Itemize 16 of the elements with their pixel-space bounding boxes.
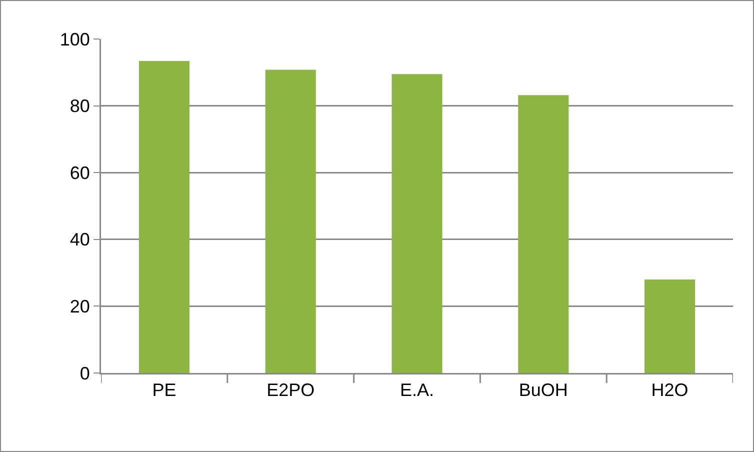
x-tick-label: E2PO (266, 380, 315, 400)
y-tick-label: 60 (70, 162, 90, 183)
x-tick-label: BuOH (518, 380, 568, 400)
y-tick-label: 80 (70, 96, 90, 116)
y-tick-label: 20 (70, 296, 90, 316)
bar (138, 61, 190, 373)
bar (392, 74, 442, 373)
bar (518, 95, 569, 373)
x-tick-label: E.A. (400, 380, 434, 400)
bar (265, 70, 316, 373)
x-tick-label: H2O (651, 380, 688, 400)
y-tick-label: 40 (70, 230, 90, 250)
y-tick-label: 100 (60, 29, 90, 50)
y-tick-label: 0 (80, 363, 90, 384)
bar (644, 279, 696, 373)
x-tick-label: PE (152, 380, 176, 400)
